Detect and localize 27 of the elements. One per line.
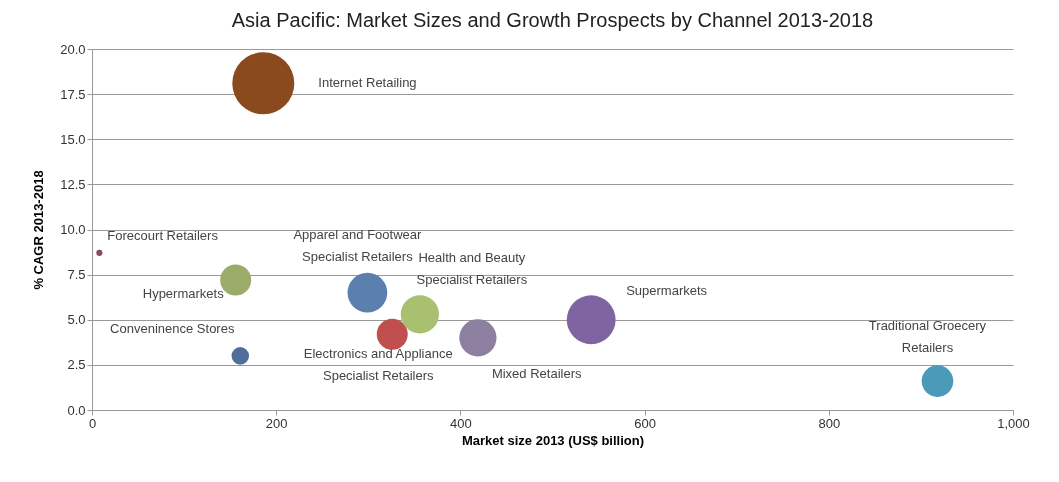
series-label: Conveninence Stores [110, 320, 235, 336]
series-label: Mixed Retailers [491, 365, 582, 381]
x-tick-label: 800 [818, 415, 841, 431]
text: Traditional Groecery Retailers [868, 318, 987, 356]
series-label: Health and Beauty Specialist Retailers [416, 250, 528, 288]
x-tick-label: 200 [265, 415, 288, 431]
y-axis-title: % CAGR 2013-2018 [31, 170, 47, 290]
y-tick-label: 5.0 [67, 312, 86, 328]
x-tick-label: 600 [634, 415, 656, 431]
y-tick-label: 0.0 [67, 402, 86, 418]
series-label: Internet Retailing [318, 75, 417, 91]
y-tick-label: 17.5 [60, 86, 86, 102]
series-label: Forecourt Retailers [107, 227, 219, 243]
x-tick-label: 0 [88, 415, 97, 431]
y-tick-label: 10.0 [60, 222, 86, 237]
series-label: Supermarkets [626, 282, 708, 298]
x-tick-label: 400 [450, 415, 472, 431]
y-tick-label: 12.5 [60, 176, 86, 192]
series-label: Hypermarkets [142, 286, 225, 302]
x-tick-label: 1,000 [997, 415, 1030, 431]
chart-title: Asia Pacific: Market Sizes and Growth Prospects by Channel 2013-2018 [231, 9, 874, 31]
x-axis-title: Market size 2013 (US$ billion) [461, 432, 645, 448]
y-tick-label: 2.5 [67, 357, 86, 373]
y-tick-label: 7.5 [67, 267, 86, 283]
y-tick-label: 15.0 [60, 131, 86, 147]
y-tick-label: 20.0 [60, 41, 86, 57]
series-label: Electronics and Appliance Specialist Retailers [303, 346, 453, 384]
